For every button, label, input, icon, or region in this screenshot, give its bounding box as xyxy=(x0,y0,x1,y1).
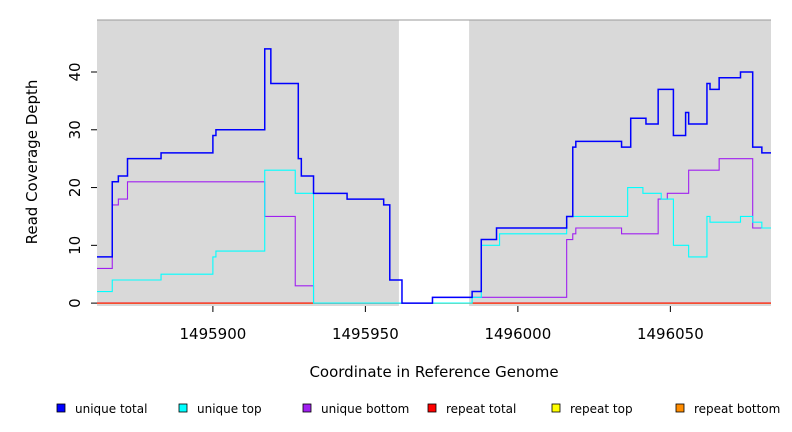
axes: 1495900 1495950 1496000 1496050 0 10 20 30 40 xyxy=(66,62,704,343)
legend-label-repeat-top: repeat top xyxy=(570,402,633,416)
legend-label-repeat-bottom: repeat bottom xyxy=(694,402,780,416)
plot-panel xyxy=(97,19,771,306)
legend-swatch-repeat-total xyxy=(427,403,437,413)
legend-swatch-repeat-top xyxy=(551,403,561,413)
shaded-region-2 xyxy=(469,20,771,306)
legend-label-unique-total: unique total xyxy=(75,402,147,416)
x-tick-label: 1495950 xyxy=(332,325,399,343)
legend: unique total unique top unique bottom repea… xyxy=(56,402,780,416)
legend-swatch-unique-top xyxy=(178,403,188,413)
y-axis-title: Read Coverage Depth xyxy=(23,80,41,245)
series-layer xyxy=(97,48,771,304)
legend-label-unique-bottom: unique bottom xyxy=(321,402,409,416)
x-tick-label: 1495900 xyxy=(179,325,246,343)
shaded-region-1 xyxy=(97,20,399,306)
y-tick-label: 0 xyxy=(66,298,84,308)
legend-swatch-unique-total xyxy=(56,403,66,413)
x-tick-label: 1496000 xyxy=(484,325,551,343)
y-tick-label: 10 xyxy=(66,236,84,255)
legend-swatch-unique-bottom xyxy=(302,403,312,413)
series-unique-total xyxy=(97,48,771,304)
legend-swatch-repeat-bottom xyxy=(675,403,685,413)
x-tick-label: 1496050 xyxy=(637,325,704,343)
y-tick-label: 30 xyxy=(66,120,84,139)
y-tick-label: 40 xyxy=(66,62,84,81)
legend-label-unique-top: unique top xyxy=(197,402,262,416)
series-unique-bottom xyxy=(97,158,771,304)
x-axis-title: Coordinate in Reference Genome xyxy=(309,363,558,381)
legend-label-repeat-total: repeat total xyxy=(446,402,516,416)
y-tick-label: 20 xyxy=(66,178,84,197)
